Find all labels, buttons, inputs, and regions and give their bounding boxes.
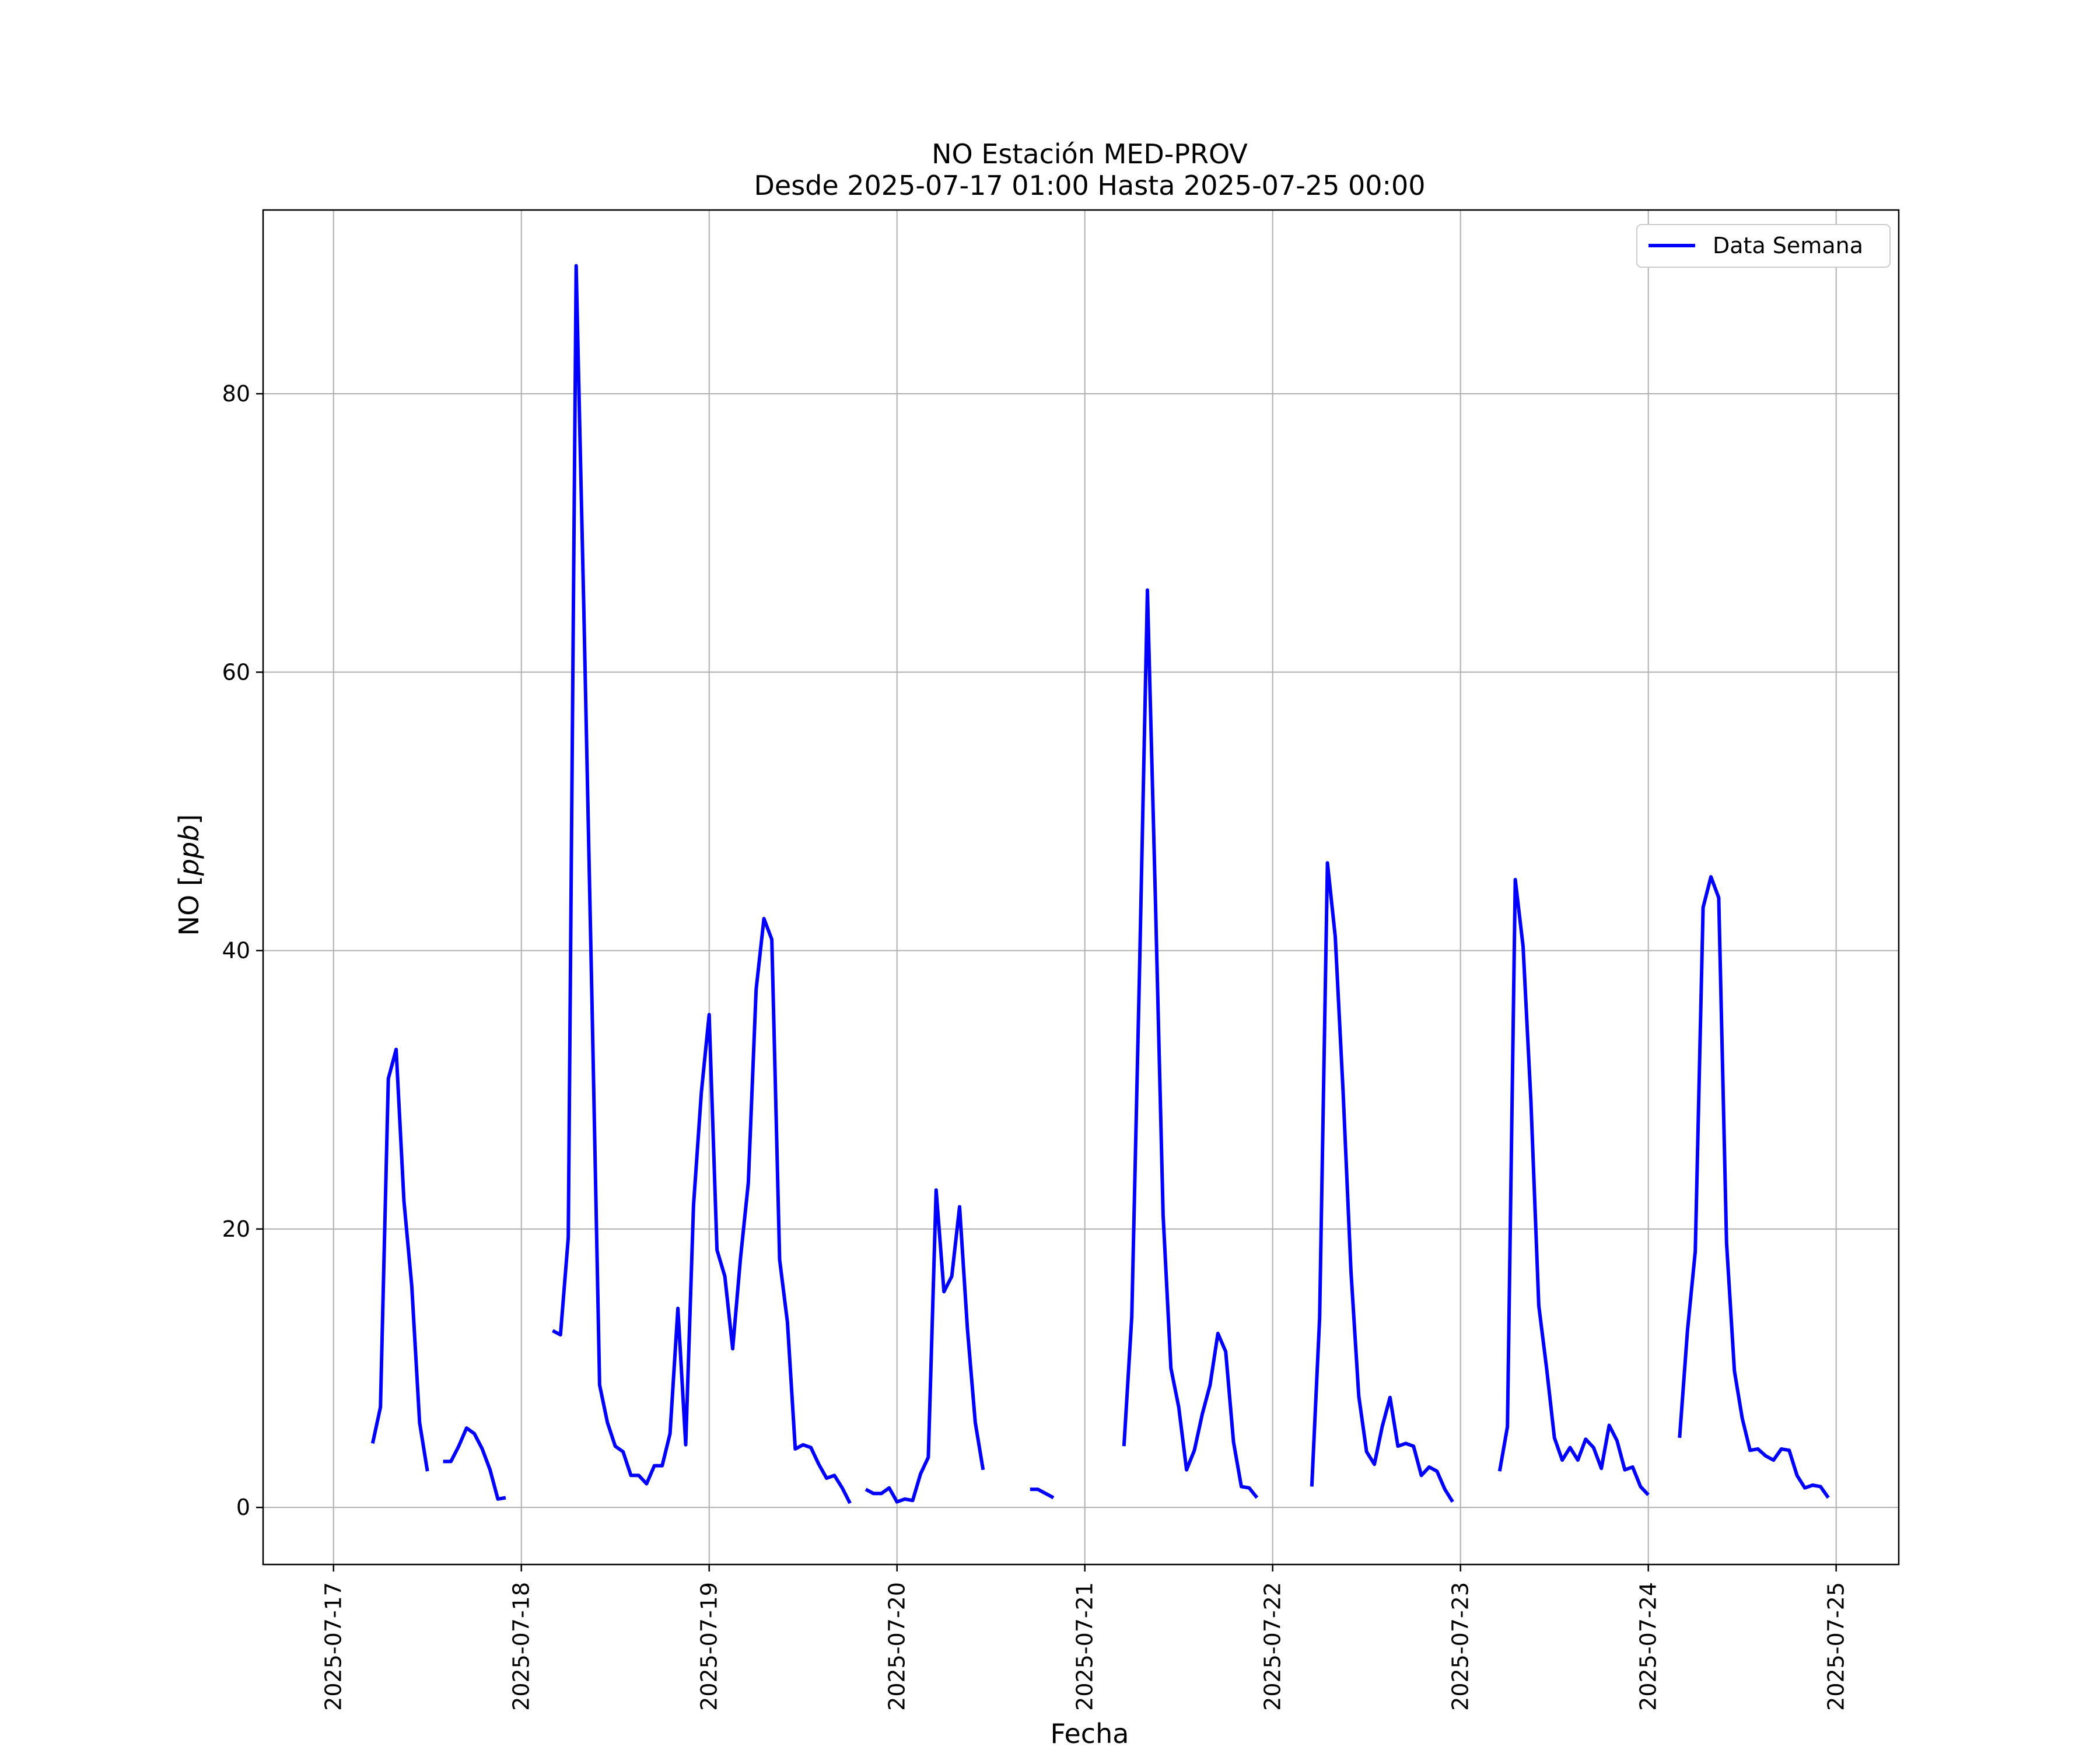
series-line-segment [1122,588,1259,1499]
x-axis-label: Fecha [1051,1718,1129,1749]
series-line-segment [1497,877,1650,1496]
legend-box [1636,224,1891,268]
chart-subtitle: Desde 2025-07-17 01:00 Hasta 2025-07-25 … [754,170,1425,201]
legend-label: Data Semana [1713,233,1863,258]
y-axis-label-unit: ppb [173,825,205,877]
x-tick-label: 2025-07-20 [884,1582,910,1711]
x-axis: 2025-07-17 2025-07-18 2025-07-19 2025-07-20… [321,1564,1849,1711]
x-tick-label: 2025-07-24 [1636,1582,1661,1711]
x-tick-label: 2025-07-17 [321,1582,346,1711]
y-tick-label: 80 [222,381,250,407]
series-line-segment [1030,1488,1055,1500]
series-line-segment [370,1048,429,1472]
series-line-segment [864,1188,985,1504]
series-line-segment [443,1426,506,1501]
y-tick-label: 0 [236,1494,250,1520]
legend: Data Semana [1636,224,1891,268]
x-tick-label: 2025-07-23 [1448,1582,1474,1711]
y-axis-label: NO [ppb] [173,814,205,936]
chart-title: NO Estación MED-PROV [932,138,1248,170]
y-tick-label: 20 [222,1216,250,1242]
y-tick-label: 60 [222,659,250,685]
x-tick-label: 2025-07-18 [509,1582,534,1711]
x-tick-label: 2025-07-19 [696,1582,722,1711]
y-axis-label-suffix: ] [173,814,205,825]
series-line-segment [551,264,852,1504]
y-axis: 0 20 40 60 80 [222,381,263,1520]
y-tick-label: 40 [222,938,250,964]
plot-area-frame [262,209,1900,1566]
series-line-segment [1310,861,1454,1503]
grid-lines [263,210,1899,1564]
x-tick-label: 2025-07-21 [1072,1582,1098,1711]
x-tick-label: 2025-07-25 [1824,1582,1849,1711]
series-line-segment [1678,875,1830,1499]
y-axis-label-prefix: NO [ [173,876,205,936]
x-tick-label: 2025-07-22 [1260,1582,1286,1711]
series-layer [370,264,1830,1504]
